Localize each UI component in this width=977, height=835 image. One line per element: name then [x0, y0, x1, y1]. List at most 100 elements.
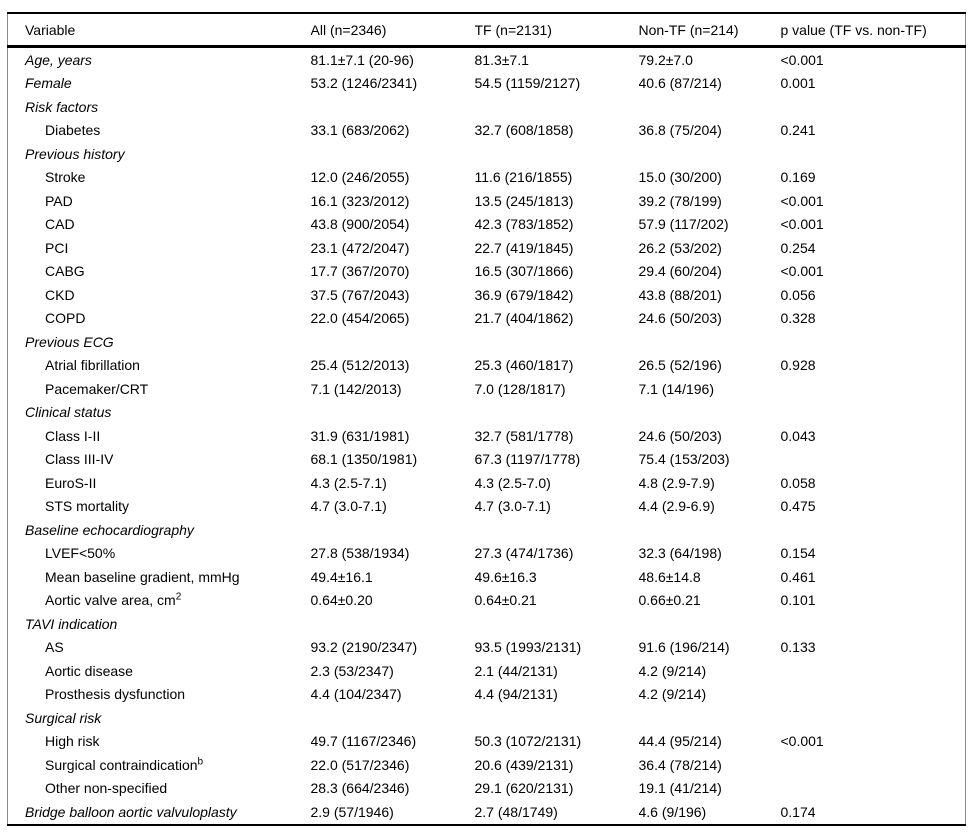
row-label: Age, years [25, 51, 92, 68]
cell-value [311, 401, 475, 425]
table-row: EuroS-II 4.3 (2.5-7.1) 4.3 (2.5-7.0) 4.8 (2… [8, 471, 966, 495]
cell-value: 36.9 (679/1842) [474, 286, 574, 303]
cell-value [781, 683, 966, 707]
row-label: TAVI indication [25, 615, 118, 632]
cell-value: 4.7 (3.0-7.1) [474, 498, 551, 515]
row-label: Class III-IV [45, 451, 114, 468]
cell-value: 36.8 (75/204) [638, 122, 722, 139]
row-label: STS mortality [45, 498, 130, 515]
cell-value: 4.4 (94/2131) [474, 686, 558, 703]
row-label: Baseline echocardiography [25, 521, 194, 538]
cell-value: 0.64±0.21 [474, 592, 537, 609]
cell-value: 4.3 (2.5-7.1) [310, 474, 387, 491]
cell-value: 21.7 (404/1862) [474, 310, 574, 327]
cell-value: 2.1 (44/2131) [474, 662, 558, 679]
table-row: Baseline echocardiography [8, 518, 966, 542]
table-row: Previous history [8, 142, 966, 166]
table-row: LVEF<50% 27.8 (538/1934) 27.3 (474/1736) 32… [8, 542, 966, 566]
row-label: Clinical status [25, 404, 112, 421]
table-row: PAD 16.1 (323/2012) 13.5 (245/1813) 39.2 (7… [8, 189, 966, 213]
cell-value: 0.101 [780, 592, 816, 609]
cell-value: 7.1 (142/2013) [310, 380, 402, 397]
row-label: Bridge balloon aortic valvuloplasty [25, 803, 237, 820]
cell-value: <0.001 [780, 733, 824, 750]
cell-value: 25.3 (460/1817) [474, 357, 574, 374]
table-row: STS mortality 4.7 (3.0-7.1) 4.7 (3.0-7.1) 4… [8, 495, 966, 519]
cell-value: 32.7 (581/1778) [474, 427, 574, 444]
table-row: Previous ECG [8, 330, 966, 354]
row-label: Stroke [45, 169, 86, 186]
row-label: COPD [45, 310, 86, 327]
cell-value: 27.3 (474/1736) [474, 545, 574, 562]
cell-value: <0.001 [780, 51, 824, 68]
cell-value [781, 95, 966, 119]
cell-value: 4.4 (104/2347) [310, 686, 402, 703]
cell-value: 44.4 (95/214) [638, 733, 722, 750]
cell-value: 20.6 (439/2131) [474, 756, 574, 773]
cell-value: 26.5 (52/196) [638, 357, 722, 374]
row-label: Previous history [25, 145, 125, 162]
cell-value: 0.64±0.20 [310, 592, 373, 609]
row-label: Surgical contraindicationb [45, 756, 204, 773]
row-label: Mean baseline gradient, mmHg [45, 568, 240, 585]
row-label: CAD [45, 216, 75, 233]
row-label: Aortic valve area, cm2 [45, 591, 182, 609]
cell-value: 7.1 (14/196) [638, 380, 715, 397]
cell-value: 2.3 (53/2347) [310, 662, 394, 679]
table-row: CAD 43.8 (900/2054) 42.3 (783/1852) 57.9 (1… [8, 213, 966, 237]
table-header: Variable All (n=2346) TF (n=2131) Non-TF (n… [7, 13, 966, 48]
cell-value: 31.9 (631/1981) [310, 427, 410, 444]
table-row: Age, years 81.1±7.1 (20-96) 81.3±7.1 79.2±7… [8, 47, 966, 72]
cell-value: 43.8 (900/2054) [310, 216, 410, 233]
cell-value: 2.9 (57/1946) [310, 803, 394, 820]
table-row: Atrial fibrillation 25.4 (512/2013) 25.3 (… [8, 354, 966, 378]
table-row: Aortic valve area, cm2 0.64±0.20 0.64±0.21… [8, 589, 966, 613]
cell-value [475, 612, 639, 636]
row-label: Aortic disease [45, 662, 133, 679]
cell-value: 0.056 [780, 286, 816, 303]
cell-value: 81.1±7.1 (20-96) [310, 51, 414, 68]
cell-value: <0.001 [780, 263, 824, 280]
cell-value: 0.043 [780, 427, 816, 444]
cell-value: 7.0 (128/1817) [474, 380, 566, 397]
cell-value: 19.1 (41/214) [638, 780, 722, 797]
table-row: COPD 22.0 (454/2065) 21.7 (404/1862) 24.6 (… [8, 307, 966, 331]
cell-value: 49.4±16.1 [310, 568, 373, 585]
cell-value: 57.9 (117/202) [638, 216, 729, 233]
cell-value: 4.6 (9/196) [638, 803, 707, 820]
cell-value [311, 330, 475, 354]
table-row: Clinical status [8, 401, 966, 425]
cell-value: 54.5 (1159/2127) [474, 75, 581, 92]
table-row: Class I-II 31.9 (631/1981) 32.7 (581/1778)… [8, 424, 966, 448]
cell-value: 0.169 [780, 169, 816, 186]
row-label: Atrial fibrillation [45, 357, 140, 374]
column-header-2: TF (n=2131) [474, 13, 639, 48]
table-body: Age, years 81.1±7.1 (20-96) 81.3±7.1 79.2±7… [8, 47, 966, 825]
cell-value [639, 706, 781, 730]
cell-value: 2.7 (48/1749) [474, 803, 558, 820]
cell-value: 0.174 [780, 803, 816, 820]
cell-value: 81.3±7.1 [474, 51, 529, 68]
cell-value [311, 612, 475, 636]
cell-value: 4.2 (9/214) [638, 686, 707, 703]
cell-value [639, 330, 781, 354]
label-superscript: b [197, 756, 204, 768]
table-row: Mean baseline gradient, mmHg 49.4±16.1 49.… [8, 565, 966, 589]
cell-value [781, 518, 966, 542]
row-label: Female [25, 75, 72, 92]
cell-value: 0.66±0.21 [638, 592, 701, 609]
cell-value: 16.5 (307/1866) [474, 263, 574, 280]
cell-value [311, 706, 475, 730]
cell-value: 93.5 (1993/2131) [474, 639, 582, 656]
table-row: Class III-IV 68.1 (1350/1981) 67.3 (1197/1… [8, 448, 966, 472]
cell-value [475, 518, 639, 542]
table-row: High risk 49.7 (1167/2346) 50.3 (1072/2131… [8, 730, 966, 754]
cell-value: 26.2 (53/202) [638, 239, 722, 256]
row-label: Prosthesis dysfunction [45, 686, 186, 703]
row-label: Previous ECG [25, 333, 114, 350]
cell-value [475, 330, 639, 354]
cell-value: 11.6 (216/1855) [474, 169, 573, 186]
row-label: AS [45, 639, 64, 656]
cell-value: 13.5 (245/1813) [474, 192, 574, 209]
table-row: Stroke 12.0 (246/2055) 11.6 (216/1855) 15.0… [8, 166, 966, 190]
